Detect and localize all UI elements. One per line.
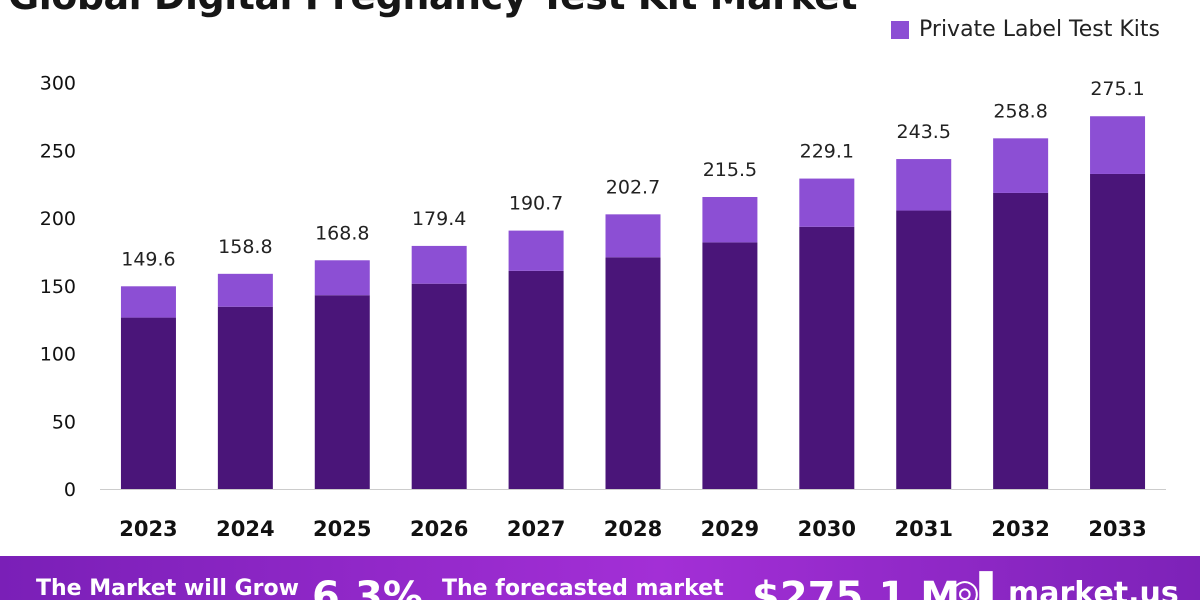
- bar-base-segment: [508, 270, 564, 489]
- bar-total-label: 258.8: [993, 100, 1047, 122]
- footer-cagr-value: 6.3%: [312, 574, 423, 600]
- bar-private-label-segment: [508, 230, 564, 271]
- x-tick-label: 2024: [216, 517, 274, 541]
- brand-logo-icon: ◎▌: [950, 572, 1006, 600]
- bar-private-label-segment: [120, 286, 176, 318]
- chart-legend: Private Label Test Kits: [891, 17, 1160, 42]
- x-tick-label: 2026: [410, 517, 468, 541]
- footer-banner: The Market will Grow 6.3% The forecasted…: [0, 556, 1200, 600]
- x-tick-label: 2029: [701, 517, 759, 541]
- bar-private-label-segment: [993, 138, 1049, 193]
- bar-total-label: 149.6: [121, 248, 175, 270]
- x-tick-label: 2030: [798, 517, 856, 541]
- bar-base-segment: [799, 226, 855, 489]
- y-tick-label: 250: [40, 140, 76, 162]
- bar-private-label-segment: [217, 273, 273, 307]
- footer-market-value: $275.1 M: [752, 574, 961, 600]
- brand-name: market.us: [1008, 576, 1179, 600]
- legend-label: Private Label Test Kits: [919, 17, 1160, 42]
- x-tick-label: 2025: [313, 517, 371, 541]
- footer-grow-text: The Market will Grow: [36, 576, 299, 600]
- x-tick-label: 2031: [895, 517, 953, 541]
- bar-total-label: 243.5: [897, 121, 951, 143]
- bar-total-label: 275.1: [1090, 78, 1144, 100]
- bar-private-label-segment: [702, 196, 758, 243]
- bar-private-label-segment: [1090, 116, 1146, 174]
- bar-total-label: 202.7: [606, 176, 660, 198]
- bar-base-segment: [411, 283, 467, 489]
- bar-base-segment: [1090, 173, 1146, 489]
- bar-base-segment: [702, 242, 758, 489]
- x-tick-label: 2023: [119, 517, 177, 541]
- footer-forecast-text: The forecasted market: [442, 576, 724, 600]
- x-tick-label: 2027: [507, 517, 565, 541]
- x-tick-label: 2028: [604, 517, 662, 541]
- bar-private-label-segment: [411, 245, 467, 284]
- bar-base-segment: [314, 295, 370, 489]
- bar-total-label: 215.5: [703, 159, 757, 181]
- bar-total-label: 190.7: [509, 193, 563, 215]
- y-tick-label: 100: [40, 344, 76, 366]
- bar-total-label: 168.8: [315, 222, 369, 244]
- bar-private-label-segment: [605, 214, 661, 258]
- bar-private-label-segment: [314, 260, 370, 296]
- bar-base-segment: [896, 210, 952, 490]
- bar-chart: 0 50 100 150 200 250 300 149.6 2023 158.8 2024 168.…: [40, 73, 1166, 541]
- y-tick-label: 150: [40, 276, 76, 298]
- x-tick-label: 2033: [1088, 517, 1146, 541]
- y-tick-label: 300: [40, 73, 76, 95]
- bar-total-label: 179.4: [412, 208, 466, 230]
- chart-title: Global Digital Pregnancy Test Kit Market: [8, 0, 858, 18]
- bar-base-segment: [605, 257, 661, 489]
- y-tick-label: 200: [40, 208, 76, 230]
- bar-base-segment: [217, 306, 273, 489]
- bar-private-label-segment: [799, 178, 855, 227]
- bar-total-label: 229.1: [800, 141, 854, 163]
- bar-private-label-segment: [896, 159, 952, 211]
- legend-swatch: [891, 20, 910, 39]
- y-tick-label: 50: [52, 411, 76, 433]
- bar-base-segment: [120, 317, 176, 489]
- x-tick-label: 2032: [991, 517, 1049, 541]
- y-tick-label: 0: [64, 479, 76, 501]
- bar-base-segment: [993, 192, 1049, 489]
- bar-total-label: 158.8: [218, 236, 272, 258]
